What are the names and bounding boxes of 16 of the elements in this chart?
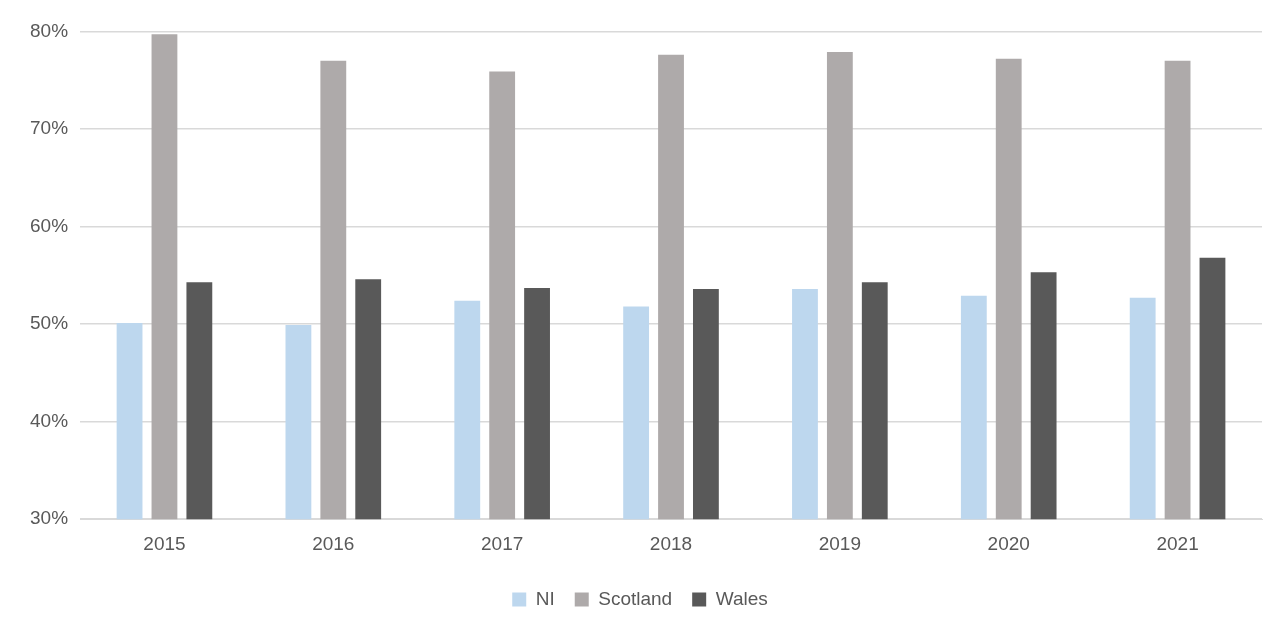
y-tick-label: 80% <box>30 19 69 41</box>
legend-label: Scotland <box>598 587 673 609</box>
y-tick-label: 40% <box>30 409 69 431</box>
x-tick-label: 2021 <box>1156 532 1199 554</box>
x-tick-label: 2015 <box>143 532 186 554</box>
y-tick-label: 60% <box>30 214 69 236</box>
x-tick-label: 2017 <box>481 532 524 554</box>
x-tick-label: 2018 <box>649 532 693 554</box>
x-tick-label: 2016 <box>312 532 355 554</box>
y-tick-label: 50% <box>30 312 69 334</box>
x-tick-label: 2020 <box>987 532 1030 554</box>
y-tick-label: 30% <box>30 507 69 529</box>
legend-label: NI <box>535 587 555 609</box>
y-tick-label: 70% <box>30 117 69 139</box>
x-tick-label: 2019 <box>818 532 862 554</box>
legend-label: Wales <box>715 587 768 609</box>
